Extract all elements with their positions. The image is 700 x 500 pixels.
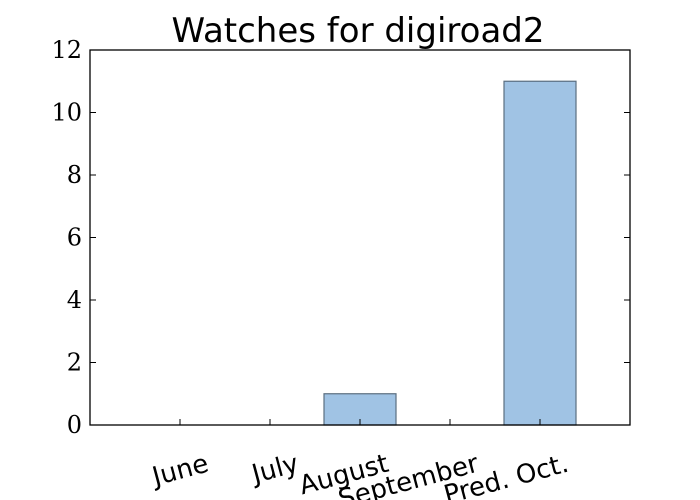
y-tick-label: 8	[67, 161, 82, 189]
y-tick-label: 2	[67, 349, 82, 377]
x-tick-label: June	[147, 449, 211, 493]
y-tick-label: 12	[51, 36, 82, 64]
y-axis-ticks: 0 2 4 6 8 10 12	[51, 36, 630, 439]
plot-frame	[89, 49, 631, 426]
y-tick-label: 6	[67, 224, 82, 252]
y-tick-label: 10	[51, 99, 82, 127]
chart-title: Watches for digiroad2	[172, 11, 545, 51]
y-tick-label: 0	[67, 411, 82, 439]
y-tick-label: 4	[67, 286, 82, 314]
bars-group	[323, 80, 577, 426]
bar-pred-oct	[503, 80, 577, 426]
x-tick-label: July	[247, 449, 302, 491]
